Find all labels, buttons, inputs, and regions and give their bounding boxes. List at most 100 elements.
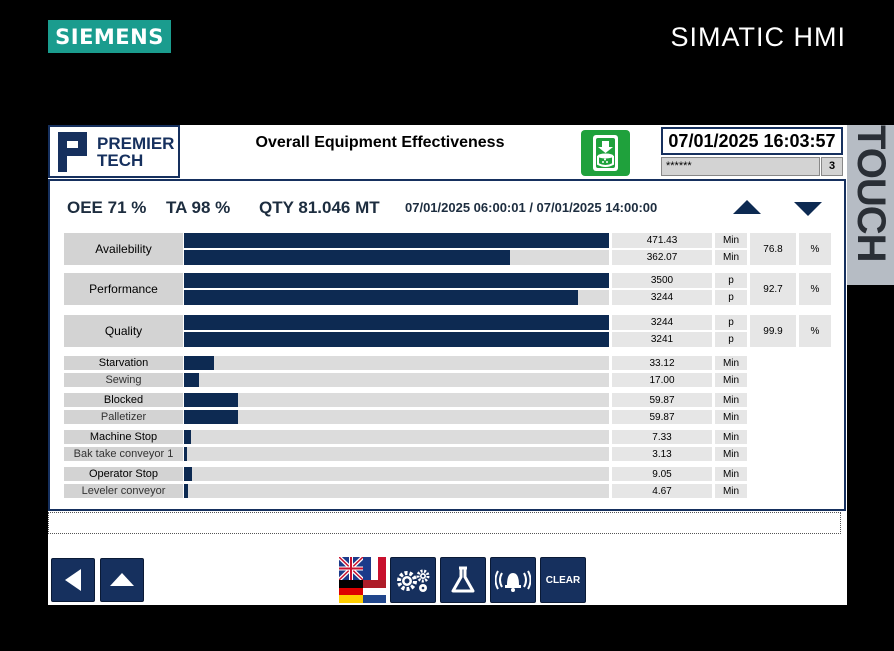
loss-unit: Min — [715, 447, 747, 461]
loss-label: Leveler conveyor — [64, 484, 183, 498]
kpi-unit: p — [715, 273, 747, 288]
kpi-percent: 92.7 — [750, 273, 796, 305]
loss-value: 3.13 — [612, 447, 712, 461]
loss-label: Operator Stop — [64, 467, 183, 481]
loss-value: 7.33 — [612, 430, 712, 444]
qty-value: QTY 81.046 MT — [259, 198, 380, 217]
download-icon — [593, 135, 618, 171]
kpi-unit: p — [715, 315, 747, 330]
loss-bar-track — [184, 410, 609, 424]
triangle-down-icon — [794, 202, 822, 216]
loss-bar-track — [184, 484, 609, 498]
logo-line-1: PREMIER — [97, 133, 175, 153]
home-button[interactable] — [100, 558, 144, 602]
download-button[interactable] — [581, 130, 630, 176]
gears-icon — [397, 569, 430, 592]
kpi-percent: 76.8 — [750, 233, 796, 265]
logo-line-2: TECH — [97, 150, 144, 170]
loss-bar-track — [184, 373, 609, 387]
touch-side-label: TOUCH — [846, 125, 894, 285]
loss-bar-track — [184, 430, 609, 444]
kpi-label: Availebility — [64, 233, 183, 265]
loss-value: 59.87 — [612, 410, 712, 424]
kpi-unit: p — [715, 290, 747, 305]
loss-label: Sewing — [64, 373, 183, 387]
loss-bar-track — [184, 467, 609, 481]
language-button[interactable] — [337, 555, 386, 603]
page-title: Overall Equipment Effectiveness — [255, 134, 505, 151]
flask-icon — [451, 566, 475, 593]
premier-tech-logo: PREMIER TECH — [48, 125, 180, 178]
ta-value: TA 98 % — [166, 198, 231, 217]
kpi-bar-fill — [184, 250, 511, 265]
loss-bar-fill — [184, 410, 238, 424]
lab-button[interactable] — [440, 557, 486, 603]
loss-value: 4.67 — [612, 484, 712, 498]
shift-up-button[interactable] — [733, 200, 761, 221]
loss-unit: Min — [715, 393, 747, 407]
loss-bar-track — [184, 356, 609, 370]
alarm-line[interactable] — [48, 512, 841, 534]
kpi-bar-fill — [184, 233, 609, 248]
loss-bar-fill — [184, 356, 214, 370]
shift-down-button[interactable] — [794, 202, 822, 223]
loss-value: 59.87 — [612, 393, 712, 407]
alarm-button[interactable] — [490, 557, 536, 603]
clear-button[interactable]: CLEAR — [540, 557, 586, 603]
kpi-percent-unit: % — [799, 233, 831, 265]
kpi-bar-fill — [184, 332, 609, 347]
kpi-percent-unit: % — [799, 315, 831, 347]
kpi-percent: 99.9 — [750, 315, 796, 347]
loss-bar-fill — [184, 484, 189, 498]
kpi-percent-unit: % — [799, 273, 831, 305]
back-button[interactable] — [51, 558, 95, 602]
kpi-unit: Min — [715, 250, 747, 265]
kpi-value: 3500 — [612, 273, 712, 288]
kpi-bar-track — [184, 290, 609, 305]
kpi-bar-track — [184, 273, 609, 288]
kpi-bar-track — [184, 315, 609, 330]
premier-tech-mark-icon — [58, 131, 92, 172]
simatic-hmi-label: SIMATIC HMI — [670, 22, 846, 52]
loss-bar-track — [184, 447, 609, 461]
kpi-bar-track — [184, 332, 609, 347]
loss-unit: Min — [715, 410, 747, 424]
kpi-bar-track — [184, 250, 609, 265]
loss-unit: Min — [715, 484, 747, 498]
user-field[interactable]: ****** — [661, 157, 820, 176]
siemens-logo: SIEMENS — [48, 20, 171, 53]
loss-label: Blocked — [64, 393, 183, 407]
loss-unit: Min — [715, 373, 747, 387]
loss-bar-fill — [184, 447, 187, 461]
kpi-bar-fill — [184, 290, 578, 305]
kpi-value: 3241 — [612, 332, 712, 347]
kpi-value: 3244 — [612, 315, 712, 330]
loss-value: 33.12 — [612, 356, 712, 370]
kpi-unit: p — [715, 332, 747, 347]
kpi-bar-fill — [184, 315, 609, 330]
triangle-up-icon — [733, 200, 761, 214]
loss-bar-fill — [184, 467, 193, 481]
kpi-value: 471.43 — [612, 233, 712, 248]
loss-label: Bak take conveyor 1 — [64, 447, 183, 461]
alarm-bell-icon — [495, 570, 531, 592]
loss-bar-fill — [184, 373, 200, 387]
loss-label: Machine Stop — [64, 430, 183, 444]
loss-label: Palletizer — [64, 410, 183, 424]
loss-value: 17.00 — [612, 373, 712, 387]
oee-value: OEE 71 % — [67, 198, 147, 217]
loss-unit: Min — [715, 430, 747, 444]
loss-unit: Min — [715, 467, 747, 481]
triangle-left-icon — [65, 569, 81, 591]
kpi-label: Performance — [64, 273, 183, 305]
loss-unit: Min — [715, 356, 747, 370]
loss-bar-fill — [184, 393, 238, 407]
loss-bar-fill — [184, 430, 191, 444]
kpi-bar-track — [184, 233, 609, 248]
loss-value: 9.05 — [612, 467, 712, 481]
loss-label: Starvation — [64, 356, 183, 370]
kpi-label: Quality — [64, 315, 183, 347]
settings-button[interactable] — [390, 557, 436, 603]
flags-icon — [337, 555, 386, 603]
kpi-value: 362.07 — [612, 250, 712, 265]
